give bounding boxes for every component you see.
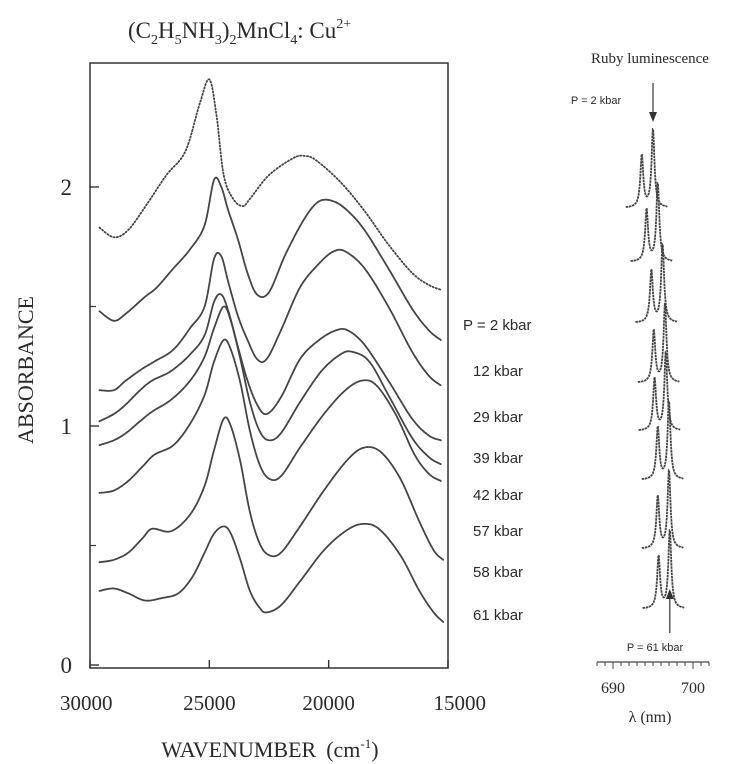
y-tick-label: 0 (61, 653, 73, 678)
series-label: 42 kbar (473, 487, 523, 504)
main-plot-frame (89, 62, 449, 669)
absorbance-series-8 (98, 522, 445, 623)
ruby-spectrum-2 (630, 181, 673, 262)
absorbance-series-7 (98, 416, 445, 564)
absorbance-series-2 (98, 176, 442, 341)
ruby-spectrum-6 (641, 399, 684, 480)
y-tick-label: 2 (61, 175, 73, 200)
x-axis-label: WAVENUMBER (cm-1) (161, 736, 378, 762)
inset-x-tick-label: 690 (601, 680, 625, 697)
x-tick-label: 25000 (183, 691, 236, 715)
inset-x-tick-label: 700 (681, 680, 705, 697)
series-labels: P = 2 kbar 12 kbar 29 kbar 39 kbar 42 kbar 57… (463, 317, 532, 624)
ruby-spectrum-3 (635, 242, 678, 323)
y-axis-label: ABSORBANCE (13, 296, 38, 444)
x-tick-label: 30000 (60, 691, 113, 715)
inset-title: Ruby luminescence (591, 51, 709, 67)
main-axes: 30000 25000 20000 15000 0 1 2 (60, 175, 486, 715)
inset-top-arrow-label: P = 2 kbar (571, 95, 622, 107)
series-label: 12 kbar (473, 363, 523, 380)
inset-bottom-arrow-label: P = 61 kbar (627, 642, 684, 654)
main-series-group (98, 78, 445, 623)
series-label: 58 kbar (473, 564, 523, 581)
ruby-spectrum-5 (638, 350, 681, 431)
inset-x-axis-label: λ (nm) (629, 709, 672, 726)
x-tick-label: 15000 (434, 691, 487, 715)
series-label: P = 2 kbar (463, 317, 532, 334)
series-label: 57 kbar (473, 523, 523, 540)
y-tick-label: 1 (61, 414, 73, 439)
series-label: 39 kbar (473, 450, 523, 467)
absorbance-series-1 (98, 78, 442, 291)
ruby-spectrum-8 (642, 528, 685, 609)
series-label: 29 kbar (473, 409, 523, 426)
ruby-spectrum-4 (637, 302, 680, 383)
absorbance-series-3 (98, 248, 442, 392)
x-tick-label: 20000 (302, 691, 355, 715)
absorbance-series-6 (98, 338, 442, 494)
inset-bottom-arrowhead (665, 589, 674, 599)
series-label: 61 kbar (473, 607, 523, 624)
absorbance-series-4 (98, 293, 442, 442)
absorbance-series-5 (98, 305, 442, 466)
inset-ruby-plot: 690 700 (596, 83, 710, 697)
ruby-spectrum-1 (625, 127, 668, 208)
inset-top-arrowhead (649, 112, 657, 122)
main-title: (C2H5NH3)2MnCl4: Cu2+ (128, 17, 351, 48)
ruby-spectrum-7 (641, 468, 684, 549)
